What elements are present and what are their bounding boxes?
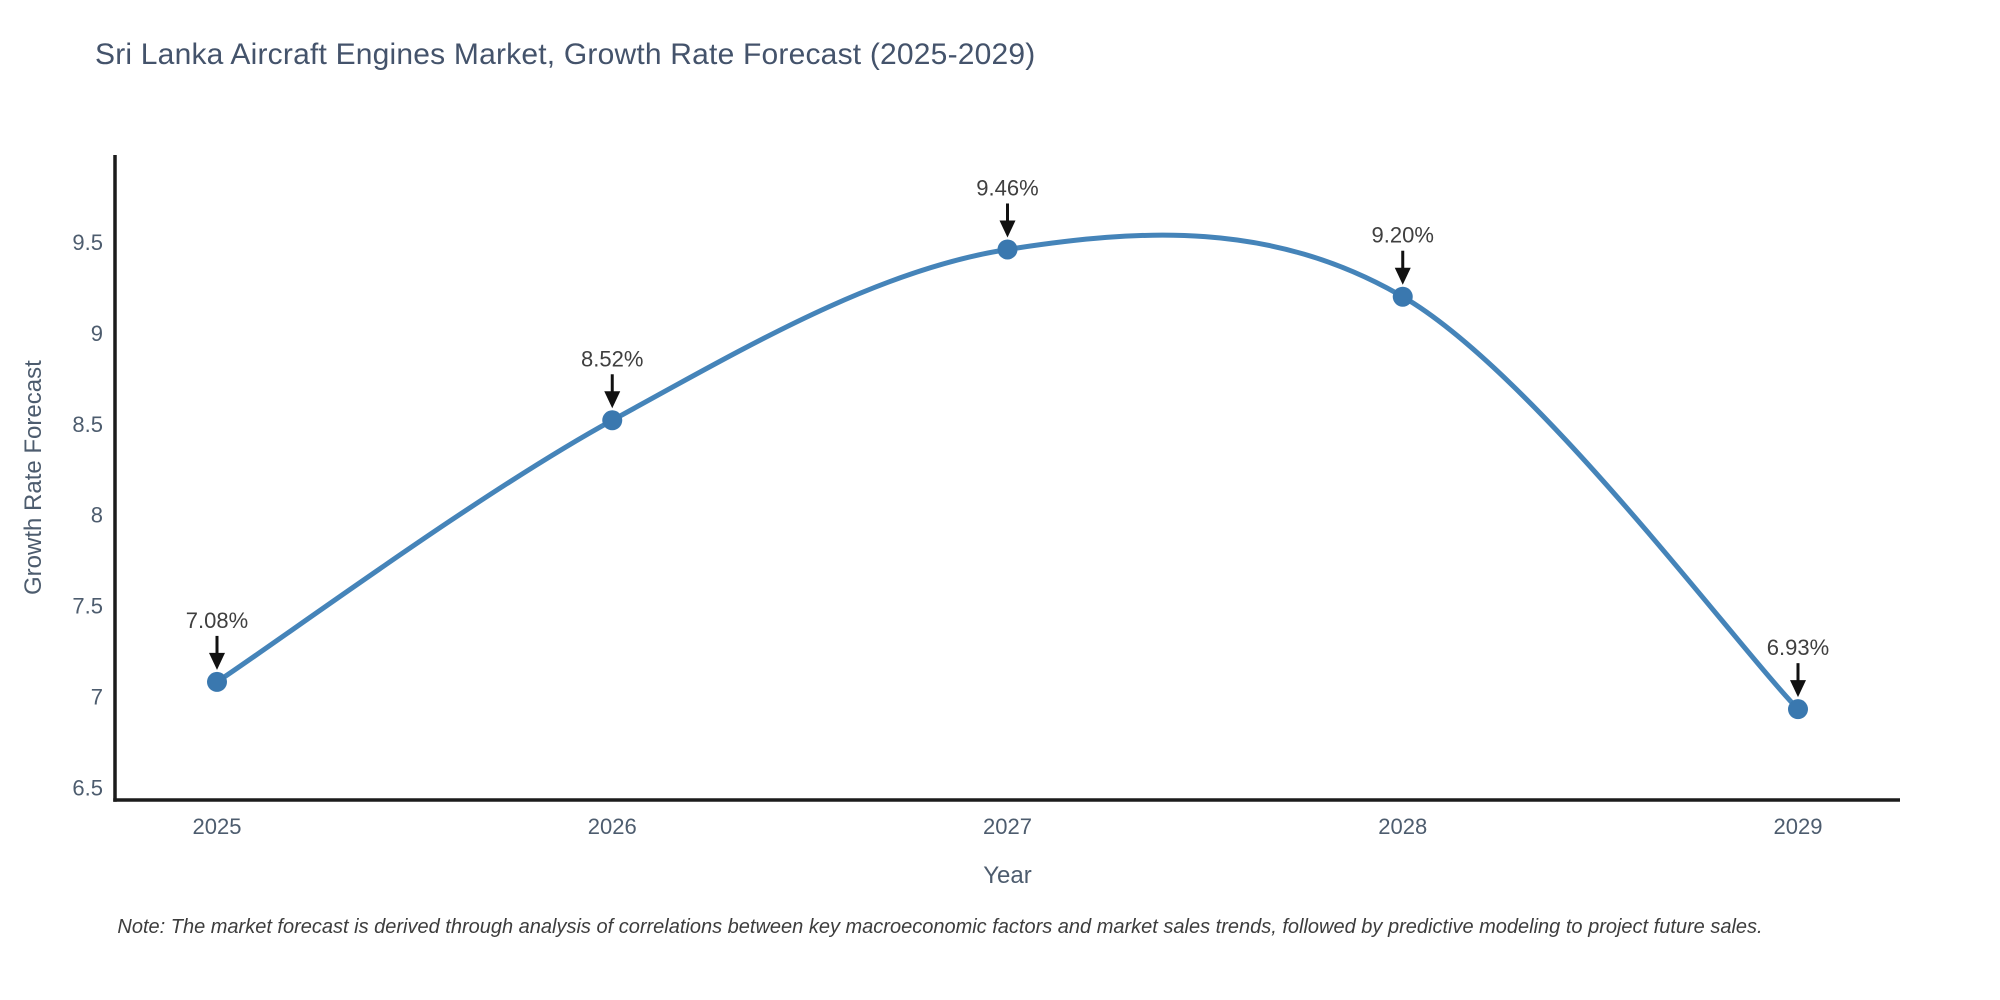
footnote: Note: The market forecast is derived thr… [117, 916, 1763, 938]
y-tick-label: 9 [91, 321, 103, 346]
point-label: 9.20% [1372, 223, 1434, 248]
annotation-arrowhead-icon [1790, 680, 1806, 698]
y-tick-label: 7 [91, 684, 103, 709]
x-tick-label: 2026 [588, 814, 637, 839]
annotation-arrowhead-icon [209, 652, 225, 670]
point-label: 6.93% [1767, 635, 1829, 660]
chart-title: Sri Lanka Aircraft Engines Market, Growt… [95, 38, 1036, 71]
annotation-arrowhead-icon [999, 220, 1016, 238]
x-tick-label: 2029 [1774, 814, 1823, 839]
x-axis-title: Year [983, 862, 1032, 889]
data-point-2028[interactable] [1392, 286, 1413, 307]
data-point-2027[interactable] [997, 239, 1018, 260]
x-tick-label: 2027 [983, 814, 1032, 839]
point-label: 7.08% [186, 608, 248, 633]
y-tick-label: 8 [91, 503, 103, 528]
point-label: 8.52% [581, 346, 643, 371]
point-label: 9.46% [976, 175, 1038, 200]
annotation-arrowhead-icon [1394, 267, 1411, 285]
y-tick-label: 8.5 [72, 412, 103, 437]
x-tick-label: 2028 [1378, 814, 1427, 839]
data-point-2025[interactable] [207, 671, 227, 692]
data-point-2026[interactable] [602, 410, 623, 431]
forecast-line [214, 232, 1801, 712]
y-tick-label: 9.5 [72, 230, 103, 255]
y-tick-label: 7.5 [72, 594, 103, 619]
y-tick-label: 6.5 [72, 775, 103, 800]
x-tick-label: 2025 [193, 814, 242, 839]
annotation-arrowhead-icon [604, 391, 621, 409]
data-point-2029[interactable] [1788, 699, 1808, 720]
